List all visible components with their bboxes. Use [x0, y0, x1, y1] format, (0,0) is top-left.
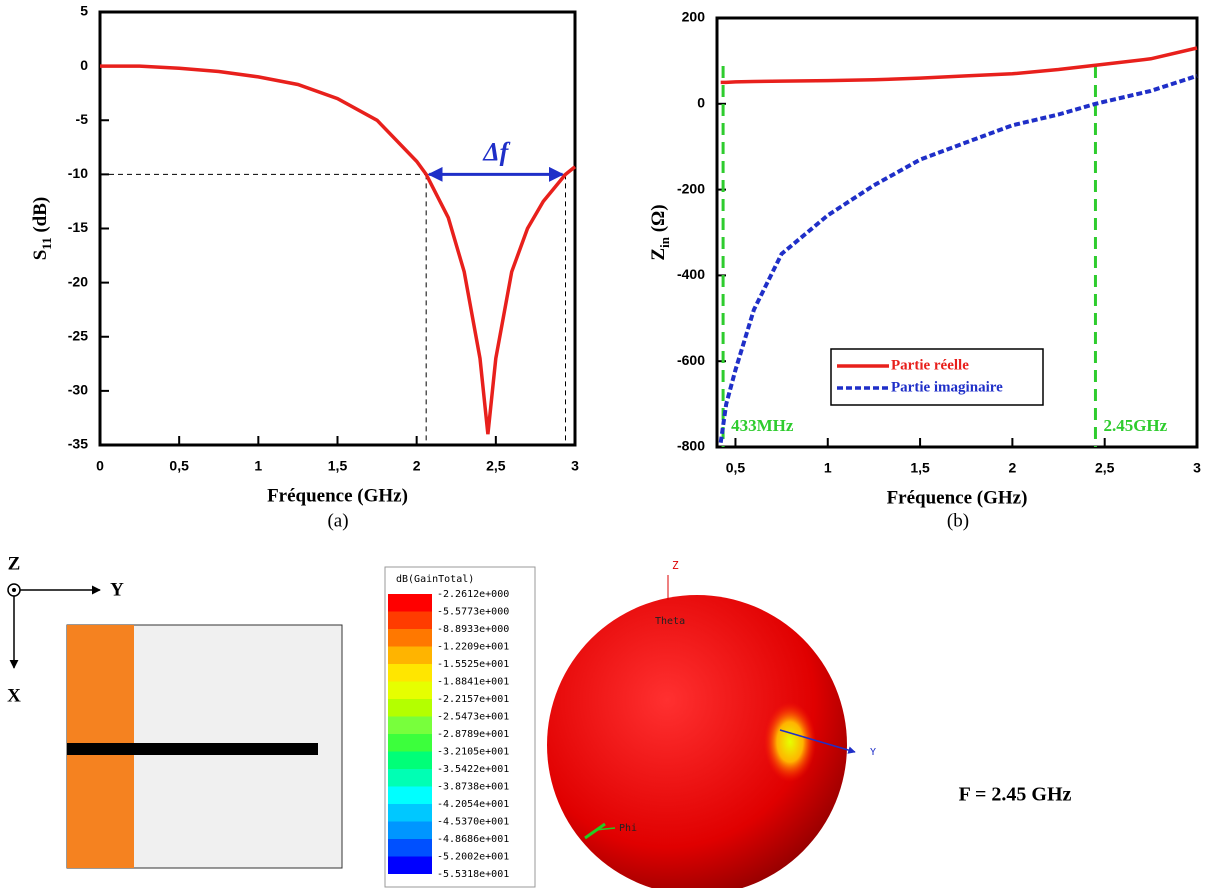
y-tick-label: -30	[68, 382, 88, 398]
caption: (a)	[327, 510, 348, 531]
x-tick-label: 2	[413, 458, 421, 474]
y-tick-label: 200	[682, 9, 706, 25]
colorbar-label: -1.5525e+001	[437, 659, 509, 670]
x-tick-label: 0,5	[169, 458, 189, 474]
legend-label: Partie imaginaire	[891, 379, 1003, 395]
y-tick-label: -25	[68, 327, 88, 343]
colorbar-label: -3.5422e+001	[437, 764, 509, 775]
colorbar-label: -1.8841e+001	[437, 677, 509, 688]
x-tick-label: 0	[96, 458, 104, 474]
y-axis-label-unit: (dB)	[30, 197, 51, 238]
color-swatch	[388, 611, 432, 629]
color-swatch	[388, 681, 432, 699]
y-tick-label: -35	[68, 436, 88, 452]
y-tick-label: 0	[697, 95, 705, 111]
x-tick-label: 1,5	[910, 460, 930, 476]
color-swatch	[388, 839, 432, 857]
y-tick-label: -15	[68, 219, 88, 235]
color-swatch	[388, 821, 432, 839]
color-swatch	[388, 664, 432, 682]
x-tick-label: 1	[254, 458, 262, 474]
axis-label: Z	[8, 553, 21, 574]
legend-box	[830, 348, 1044, 406]
pattern-label: Z	[672, 559, 679, 572]
colorbar-label: -3.8738e+001	[437, 782, 509, 793]
y-axis-label-main: S	[30, 250, 51, 261]
y-tick-label: -5	[76, 111, 89, 127]
axis-label: Y	[110, 579, 124, 600]
color-swatch	[388, 716, 432, 734]
x-tick-label: 1,5	[328, 458, 348, 474]
axes-diagram: Z Y X	[7, 553, 343, 869]
colorbar-label: -4.8686e+001	[437, 834, 509, 845]
line-series	[720, 46, 1198, 85]
x-axis-label: Fréquence (GHz)	[267, 485, 408, 506]
y-tick-label: 5	[80, 3, 88, 19]
color-swatch	[388, 699, 432, 717]
line-series	[718, 73, 1198, 443]
colorbar-label: -2.2157e+001	[437, 694, 509, 705]
y-tick-label: -400	[677, 266, 705, 282]
caption: (b)	[947, 510, 969, 531]
x-tick-label: 0,5	[726, 460, 746, 476]
colorbar: dB(GainTotal) -2.2612e+000 -5.5773e+000 -8…	[384, 566, 536, 888]
color-swatch	[388, 594, 432, 612]
color-swatch	[388, 769, 432, 787]
y-tick-label: -10	[68, 165, 88, 181]
colorbar-label: -1.2209e+001	[437, 642, 509, 653]
pattern-label: Theta	[655, 616, 685, 627]
x-tick-label: 3	[571, 458, 579, 474]
colorbar-title: dB(GainTotal)	[396, 574, 474, 585]
y-tick-label: -20	[68, 273, 88, 289]
x-tick-label: 2	[1008, 460, 1016, 476]
plot-frame	[715, 16, 1199, 449]
colorbar-label: -8.8933e+000	[437, 624, 509, 635]
y-tick-label: -600	[677, 352, 705, 368]
color-swatch	[388, 856, 432, 874]
radiation-pattern: Z Theta Y Phi	[547, 559, 876, 893]
y-axis-label: Zin (Ω)	[648, 204, 672, 260]
pattern-label: Phi	[619, 823, 637, 834]
y-tick-label: 0	[80, 57, 88, 73]
x-tick-label: 2,5	[486, 458, 506, 474]
color-swatch	[388, 804, 432, 822]
colorbar-label: -3.2105e+001	[437, 747, 509, 758]
colorbar-label: -4.5370e+001	[437, 817, 509, 828]
y-tick-label: -200	[677, 180, 705, 196]
color-swatch	[388, 786, 432, 804]
pattern-label: Y	[870, 747, 876, 758]
y-axis-label-sub: 11	[39, 237, 54, 249]
y-axis-label-sub: in	[657, 236, 672, 248]
x-tick-label: 2,5	[1095, 460, 1115, 476]
y-axis-label-unit: (Ω)	[648, 204, 669, 237]
axis-label: X	[7, 685, 21, 706]
colorbar-label: -2.5473e+001	[437, 712, 509, 723]
colorbar-label: -2.2612e+000	[437, 589, 509, 600]
colorbar-label: -5.5318e+001	[437, 869, 509, 880]
color-swatch	[388, 734, 432, 752]
plot-frame	[98, 10, 577, 447]
reference-label: 2.45GHz	[1103, 416, 1167, 435]
colorbar-label: -5.2002e+001	[437, 852, 509, 863]
colorbar-label: -4.2054e+001	[437, 799, 509, 810]
frequency-label: F = 2.45 GHz	[959, 784, 1072, 806]
colorbar-label: -5.5773e+000	[437, 607, 509, 618]
line-series	[100, 64, 577, 435]
x-tick-label: 3	[1193, 460, 1201, 476]
x-tick-label: 1	[824, 460, 832, 476]
reference-label: 433MHz	[731, 416, 794, 435]
y-tick-label: -800	[677, 438, 705, 454]
y-axis-label: S11 (dB)	[30, 197, 54, 261]
color-swatch	[388, 751, 432, 769]
x-axis-label: Fréquence (GHz)	[887, 487, 1028, 508]
legend-label: Partie réelle	[891, 357, 969, 373]
color-swatch	[388, 629, 432, 647]
colorbar-label: -2.8789e+001	[437, 729, 509, 740]
annotation: Δf	[482, 137, 510, 166]
y-axis-label-main: Z	[648, 248, 669, 261]
color-swatch	[388, 646, 432, 664]
